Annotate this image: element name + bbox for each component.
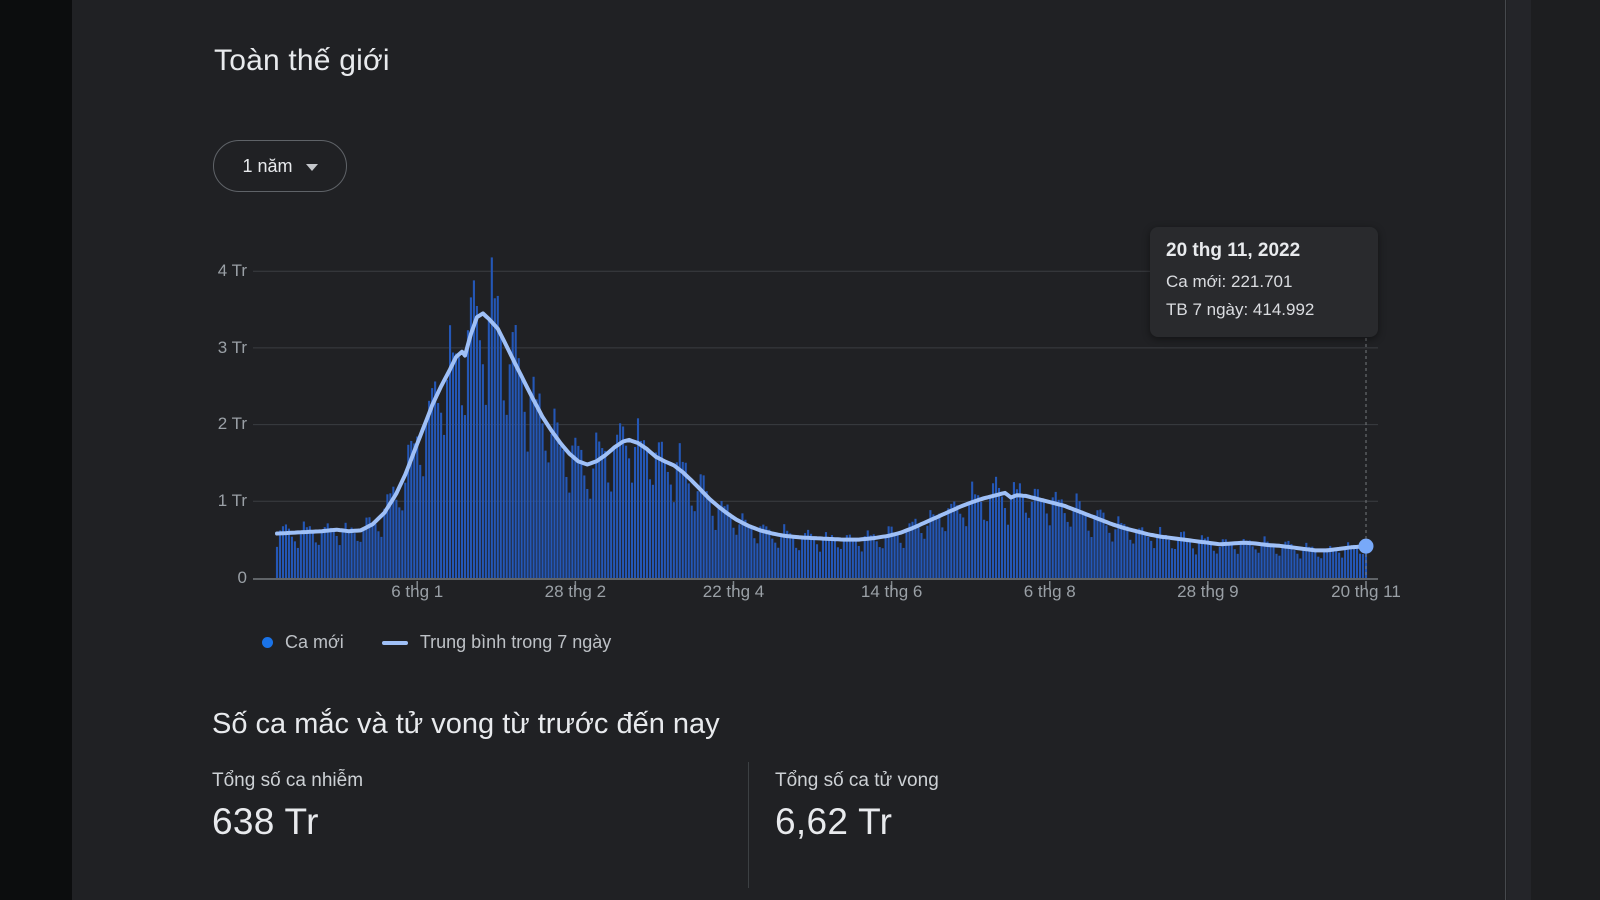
blue-dot-icon — [262, 637, 273, 648]
y-axis-tick-label: 2 Tr — [217, 414, 247, 433]
y-axis-tick-label: 1 Tr — [217, 491, 247, 510]
chart-tooltip: 20 thg 11, 2022 Ca mới: 221.701 TB 7 ngà… — [1150, 227, 1378, 338]
y-axis-tick-label: 3 Tr — [217, 338, 247, 357]
tooltip-date: 20 thg 11, 2022 — [1166, 240, 1301, 261]
x-axis-tick-label: 22 thg 4 — [702, 582, 765, 601]
total-cases-label: Tổng số ca nhiễm — [212, 770, 364, 791]
x-axis-tick-label: 6 thg 8 — [1023, 582, 1076, 601]
x-axis-tick-label: 20 thg 11 — [1331, 582, 1401, 601]
cases-chart[interactable]: 6 thg 1 28 thg 2 22 thg 4 14 thg 6 6 thg… — [253, 250, 1401, 610]
legend-label-7day-avg: Trung bình trong 7 ngày — [419, 632, 612, 652]
time-range-label: 1 năm — [242, 155, 293, 176]
chart-legend: Ca mới Trung bình trong 7 ngày — [262, 632, 611, 653]
total-cases-stat: Tổng số ca nhiễm 638 Tr — [212, 770, 363, 843]
y-axis-labels: 4 Tr 3 Tr 2 Tr 1 Tr 0 — [162, 0, 247, 620]
legend-item-new-cases: Ca mới — [262, 632, 344, 653]
total-deaths-value: 6,62 Tr — [775, 801, 893, 842]
total-deaths-label: Tổng số ca tử vong — [775, 770, 939, 791]
stats-divider — [748, 762, 749, 888]
y-axis-tick-label: 4 Tr — [217, 261, 247, 280]
legend-label-new-cases: Ca mới — [285, 632, 344, 652]
legend-item-7day-avg: Trung bình trong 7 ngày — [381, 632, 612, 653]
x-axis-tick-label: 28 thg 9 — [1177, 582, 1239, 601]
x-axis-tick-label: 6 thg 1 — [391, 582, 444, 601]
x-axis-tick-label: 28 thg 2 — [544, 582, 607, 601]
line-swatch-icon — [381, 640, 408, 645]
tooltip-7day-avg: TB 7 ngày: 414.992 — [1166, 299, 1315, 319]
worldwide-stats-panel: Toàn thế giới 1 năm 6 thg 1 28 thg 2 22 … — [72, 0, 1506, 900]
x-axis-tick-label: 14 thg 6 — [860, 582, 923, 601]
right-background-strip — [1507, 0, 1531, 900]
right-page-background — [1507, 0, 1600, 900]
total-cases-value: 638 Tr — [212, 801, 319, 842]
chevron-down-icon — [305, 163, 318, 171]
chart-svg[interactable] — [253, 250, 1378, 610]
totals-section-heading: Số ca mắc và tử vong từ trước đến nay — [212, 708, 720, 740]
total-deaths-stat: Tổng số ca tử vong 6,62 Tr — [775, 770, 939, 843]
y-axis-tick-label: 0 — [237, 568, 247, 587]
tooltip-new-cases: Ca mới: 221.701 — [1166, 272, 1293, 291]
left-black-strip — [0, 0, 72, 900]
page-title: Toàn thế giới — [214, 44, 390, 77]
time-range-dropdown[interactable]: 1 năm — [213, 140, 347, 192]
